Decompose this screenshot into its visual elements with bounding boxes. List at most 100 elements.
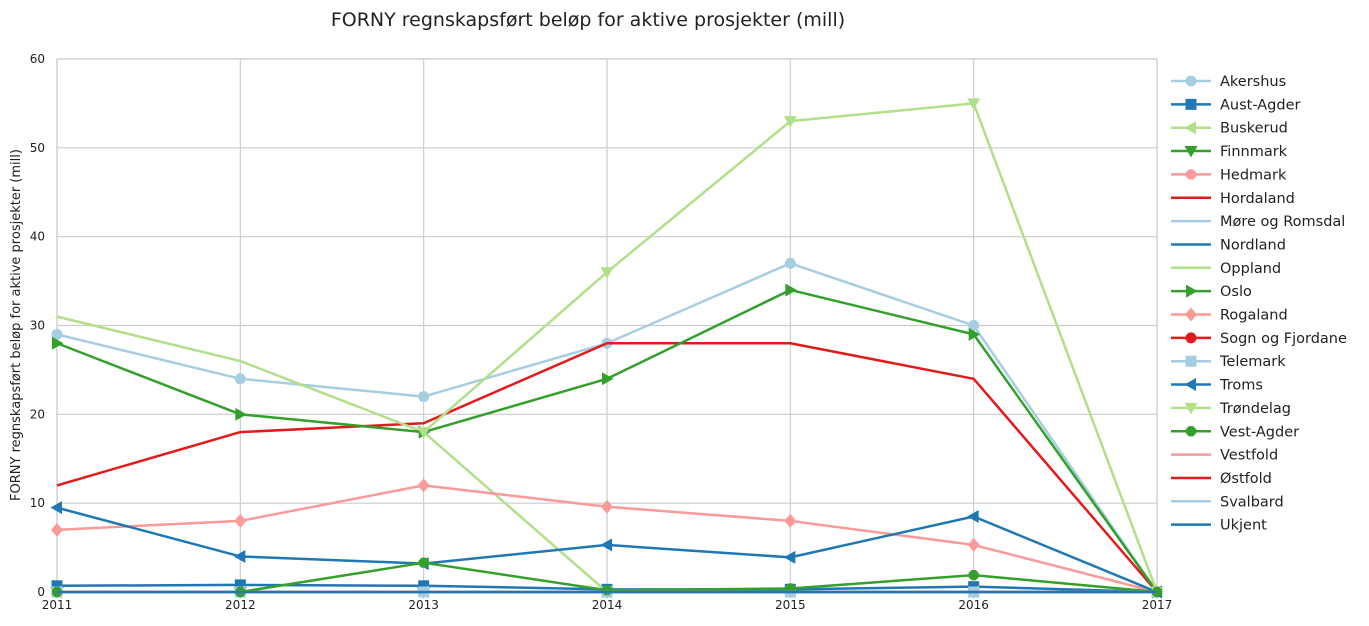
legend-marker <box>1185 332 1197 344</box>
legend-label: Troms <box>1219 378 1263 394</box>
data-point <box>51 580 63 592</box>
legend-entry: Akershus <box>1171 74 1286 90</box>
legend-marker <box>1184 121 1196 135</box>
legend-marker <box>1185 75 1197 87</box>
x-tick-label: 2015 <box>775 598 806 612</box>
legend-entry: Vestfold <box>1171 448 1278 464</box>
x-tick-label: 2014 <box>592 598 623 612</box>
legend-entry: Nordland <box>1171 237 1286 253</box>
series-5 <box>56 342 1158 593</box>
legend-label: Oppland <box>1220 261 1281 277</box>
x-tick-label: 2013 <box>408 598 439 612</box>
data-point <box>783 550 796 564</box>
legend-entry: Troms <box>1171 378 1263 394</box>
legend-entry: Oppland <box>1171 261 1281 277</box>
data-point <box>784 513 797 528</box>
legend-label: Møre og Romsdal <box>1220 214 1345 230</box>
data-point <box>785 283 797 297</box>
data-point <box>967 509 979 523</box>
series-14 <box>417 98 1164 599</box>
legend-label: Vest-Agder <box>1220 424 1299 440</box>
legend-label: Ukjent <box>1220 518 1267 534</box>
data-point <box>418 557 429 568</box>
legend-label: Hedmark <box>1220 167 1287 183</box>
legend-label: Telemark <box>1219 354 1286 370</box>
legend-label: Nordland <box>1220 237 1286 253</box>
data-point <box>783 116 797 128</box>
y-tick-label: 60 <box>30 52 45 66</box>
legend-entry: Østfold <box>1171 471 1272 487</box>
legend-entry: Svalbard <box>1171 494 1284 510</box>
y-tick-label: 30 <box>30 319 45 333</box>
data-point <box>51 328 63 340</box>
y-tick-label: 10 <box>30 496 45 510</box>
data-point <box>784 257 796 269</box>
data-point <box>968 320 980 331</box>
legend-entry: Telemark <box>1171 354 1286 370</box>
legend-marker <box>1185 307 1197 322</box>
legend-marker <box>1186 284 1198 298</box>
legend-marker <box>1184 146 1198 158</box>
legend-label: Trøndelag <box>1219 401 1291 417</box>
y-tick-label: 40 <box>30 230 45 244</box>
data-point <box>967 537 980 552</box>
legend-marker <box>1184 402 1198 415</box>
data-point <box>417 427 431 439</box>
series-line <box>56 342 1158 593</box>
data-point <box>50 501 62 515</box>
legend-label: Svalbard <box>1220 494 1284 510</box>
y-tick-label: 0 <box>37 585 45 599</box>
legend-label: Oslo <box>1220 284 1252 300</box>
data-point <box>602 372 614 386</box>
legend-entry: Hordaland <box>1171 191 1295 207</box>
y-axis-label: FORNY regnskapsført beløp for aktive pro… <box>9 149 24 501</box>
legend-entry: Trøndelag <box>1171 401 1291 417</box>
legend-entry: Aust-Agder <box>1171 97 1301 113</box>
data-point <box>601 585 613 596</box>
legend-entry: Ukjent <box>1171 518 1267 534</box>
legend-entry: Buskerud <box>1171 121 1288 137</box>
legend-label: Rogaland <box>1220 308 1288 324</box>
legend-marker <box>1185 98 1197 110</box>
legend-label: Aust-Agder <box>1220 97 1301 113</box>
legend-label: Hordaland <box>1220 191 1295 207</box>
legend-entry: Vest-Agder <box>1171 424 1299 440</box>
data-point <box>968 327 981 341</box>
legend-entry: Rogaland <box>1171 307 1288 324</box>
legend-entry: Sogn og Fjordane <box>1171 331 1347 347</box>
series-10 <box>51 478 1163 599</box>
data-point <box>600 267 614 279</box>
data-point <box>968 570 979 581</box>
y-tick-label: 50 <box>30 141 45 155</box>
data-point <box>233 549 246 563</box>
data-point <box>967 98 981 110</box>
legend-marker <box>1185 426 1197 437</box>
data-point <box>235 407 247 421</box>
chart-title: FORNY regnskapsført beløp for aktive pro… <box>331 9 845 31</box>
legend-label: Akershus <box>1220 74 1286 90</box>
data-point <box>417 478 430 493</box>
legend-label: Buskerud <box>1220 121 1288 137</box>
x-tick-label: 2012 <box>225 598 256 612</box>
data-point <box>52 336 64 350</box>
legend: Akershus Aust-Agder Buskerud Finnmark Hedmar… <box>1171 74 1347 534</box>
legend-entry: Oslo <box>1171 284 1252 300</box>
legend-marker <box>1184 378 1196 392</box>
legend-label: Finnmark <box>1220 144 1288 160</box>
y-tick-label: 20 <box>30 407 45 421</box>
x-tick-label: 2011 <box>42 598 73 612</box>
data-point <box>51 522 63 537</box>
legend-entry: Møre og Romsdal <box>1171 214 1345 230</box>
x-tick-label: 2017 <box>1142 598 1173 612</box>
axis-ticks: 2011 2012 2013 2014 2015 2016 2017 0 10 20 30 40 50 6… <box>30 52 1173 612</box>
data-point <box>234 579 246 591</box>
legend-label: Vestfold <box>1220 448 1278 464</box>
data-point <box>234 373 246 385</box>
legend-marker <box>1185 169 1197 180</box>
legend-entry: Hedmark <box>1171 167 1287 183</box>
plot-area <box>50 98 1164 599</box>
x-tick-label: 2016 <box>958 598 989 612</box>
data-point <box>418 580 430 592</box>
legend-label: Sogn og Fjordane <box>1220 331 1347 347</box>
data-point <box>600 538 612 552</box>
